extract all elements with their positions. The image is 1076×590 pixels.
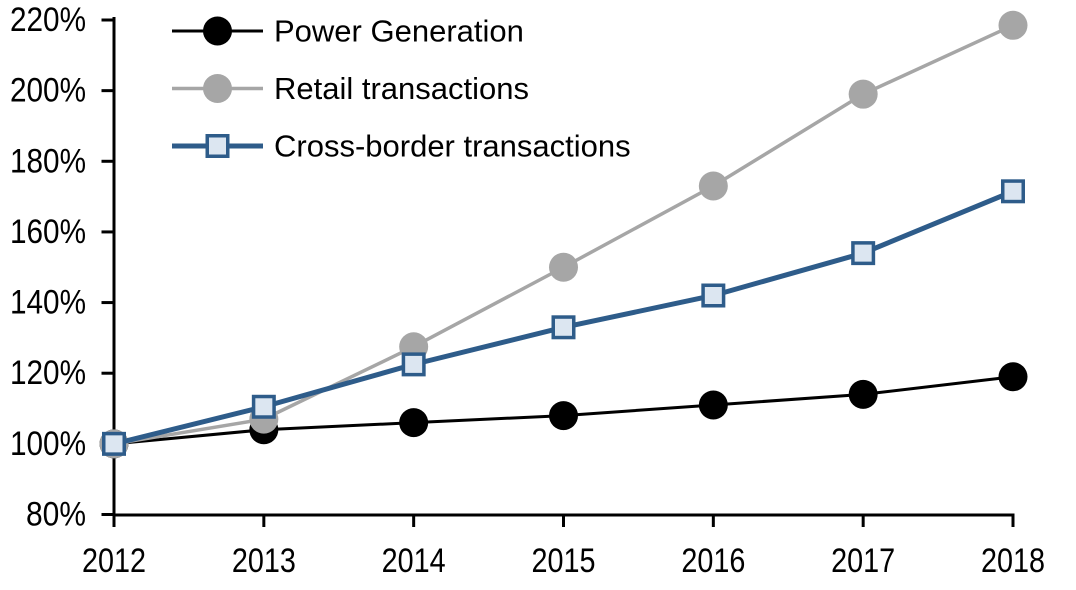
marker-circle-retail-transactions [998, 10, 1028, 40]
x-axis-tick-label: 2015 [532, 542, 596, 580]
marker-square-cross-border-transactions [205, 134, 230, 158]
marker-square-cross-border-transactions [551, 315, 576, 340]
legend-item-power-generation: Power Generation [172, 14, 524, 49]
series-power-generation [99, 362, 1028, 459]
marker-circle-retail-transactions [848, 79, 878, 109]
marker-square-cross-border-transactions [102, 431, 126, 456]
x-axis-tick-label: 2017 [831, 542, 895, 580]
y-axis-tick-label: 100% [10, 425, 86, 463]
marker-circle-power-generation [998, 362, 1028, 392]
marker-circle-power-generation [549, 401, 578, 431]
y-axis-tick-label: 180% [10, 142, 86, 180]
marker-circle-power-generation [698, 390, 728, 420]
x-axis-tick-label: 2018 [981, 542, 1045, 580]
marker-circle-retail-transactions [698, 171, 728, 201]
y-axis-tick-label: 160% [10, 213, 86, 251]
marker-circle-retail-transactions [203, 74, 232, 103]
marker-square-cross-border-transactions [251, 394, 276, 419]
x-axis-tick-label: 2013 [232, 542, 296, 580]
legend-item-cross-border-transactions: Cross-border transactions [172, 129, 631, 164]
x-axis-tick-label: 2016 [681, 542, 745, 580]
marker-circle-power-generation [848, 379, 878, 409]
legend: Power Generation Retail transactions Cross… [172, 14, 631, 164]
y-axis-tick-label: 120% [10, 354, 86, 392]
marker-circle-power-generation [399, 408, 429, 438]
y-axis-tick-label: 80% [26, 496, 86, 534]
x-axis-tick-label: 2014 [382, 542, 446, 580]
marker-circle-power-generation [203, 16, 232, 46]
marker-square-cross-border-transactions [851, 241, 876, 266]
legend-label: Power Generation [274, 14, 524, 49]
y-axis-tick-label: 200% [10, 72, 86, 110]
legend-item-retail-transactions: Retail transactions [172, 71, 529, 106]
legend-label: Cross-border transactions [274, 129, 631, 164]
series-cross-border-transactions [102, 179, 1025, 456]
y-axis-tick-label: 140% [10, 284, 86, 322]
marker-square-cross-border-transactions [401, 352, 426, 377]
legend-label: Retail transactions [274, 71, 529, 106]
marker-circle-retail-transactions [549, 252, 578, 282]
y-axis-tick-label: 220% [10, 1, 86, 39]
marker-square-cross-border-transactions [701, 283, 726, 308]
x-axis-tick-label: 2012 [82, 542, 146, 580]
marker-square-cross-border-transactions [1001, 179, 1025, 204]
